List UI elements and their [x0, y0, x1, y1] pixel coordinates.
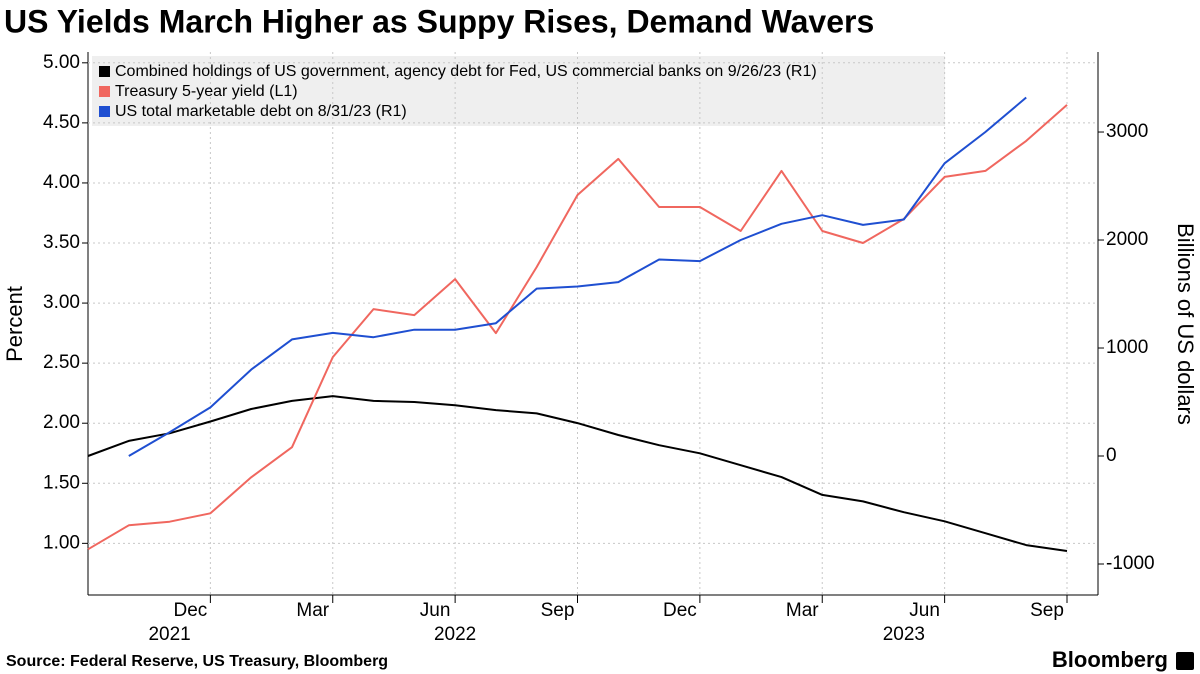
y-tick-label: 1.50 — [43, 472, 80, 493]
y-tick-label: 4.00 — [43, 172, 80, 193]
grid — [88, 52, 1098, 595]
legend-swatch — [99, 66, 110, 77]
y-tick-label: 5.00 — [43, 52, 80, 73]
legend-swatch — [99, 86, 110, 97]
y2-tick-label: 2000 — [1106, 229, 1148, 250]
x-tick-label: Sep — [541, 600, 575, 621]
y-tick-label: 3.50 — [43, 232, 80, 253]
x-year-label: 2022 — [434, 624, 476, 645]
legend-label: Treasury 5-year yield (L1) — [115, 83, 298, 100]
y-tick-label: 2.50 — [43, 352, 80, 373]
y2-tick-label: -1000 — [1106, 553, 1155, 574]
y2-tick-label: 0 — [1106, 445, 1117, 466]
source: Source: Federal Reserve, US Treasury, Bl… — [6, 653, 388, 670]
x-year-label: 2023 — [883, 624, 925, 645]
legend-label: Combined holdings of US government, agen… — [115, 63, 817, 80]
y-tick-label: 3.00 — [43, 292, 80, 313]
brand: Bloomberg — [1052, 647, 1168, 672]
y2-axis-label: Billions of US dollars — [1173, 223, 1198, 425]
x-tick-label: Dec — [663, 600, 697, 621]
x-tick-label: Jun — [420, 600, 451, 621]
x-tick-label: Sep — [1030, 600, 1064, 621]
y-tick-label: 2.00 — [43, 412, 80, 433]
brand-icon — [1176, 652, 1194, 670]
series-line — [87, 395, 1068, 552]
y-axis-label: Percent — [2, 286, 27, 362]
x-tick-label: Jun — [909, 600, 940, 621]
y2-tick-label: 1000 — [1106, 337, 1148, 358]
x-tick-label: Dec — [173, 600, 207, 621]
y2-tick-label: 3000 — [1106, 121, 1148, 142]
chart-title: US Yields March Higher as Suppy Rises, D… — [4, 3, 874, 39]
y-tick-label: 1.00 — [43, 532, 80, 553]
series-line — [128, 96, 1027, 457]
x-tick-label: Mar — [786, 600, 819, 621]
legend-box — [92, 56, 945, 126]
y-tick-label: 4.50 — [43, 112, 80, 133]
legend-label: US total marketable debt on 8/31/23 (R1) — [115, 103, 407, 120]
legend-swatch — [99, 106, 110, 117]
x-tick-label: Mar — [296, 600, 329, 621]
x-year-label: 2021 — [148, 624, 190, 645]
